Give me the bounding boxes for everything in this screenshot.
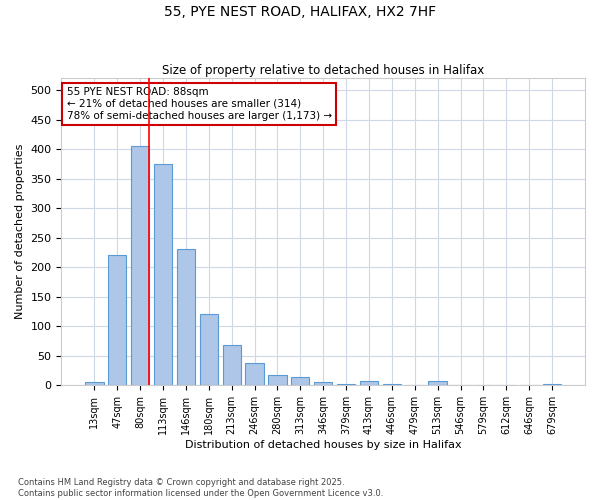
Bar [177,250,195,386]
Bar [360,381,378,386]
Bar [291,377,310,386]
Bar [131,146,149,386]
Bar [85,382,104,386]
Title: Size of property relative to detached houses in Halifax: Size of property relative to detached ho… [162,64,484,77]
Bar [245,363,264,386]
Text: 55, PYE NEST ROAD, HALIFAX, HX2 7HF: 55, PYE NEST ROAD, HALIFAX, HX2 7HF [164,5,436,19]
Text: 55 PYE NEST ROAD: 88sqm
← 21% of detached houses are smaller (314)
78% of semi-d: 55 PYE NEST ROAD: 88sqm ← 21% of detache… [67,88,332,120]
Bar [154,164,172,386]
Text: Contains HM Land Registry data © Crown copyright and database right 2025.
Contai: Contains HM Land Registry data © Crown c… [18,478,383,498]
Bar [268,376,287,386]
X-axis label: Distribution of detached houses by size in Halifax: Distribution of detached houses by size … [185,440,461,450]
Bar [200,314,218,386]
Bar [223,345,241,386]
Y-axis label: Number of detached properties: Number of detached properties [15,144,25,320]
Bar [428,381,447,386]
Bar [108,256,127,386]
Bar [383,384,401,386]
Bar [543,384,561,386]
Bar [337,384,355,386]
Bar [314,382,332,386]
Bar [451,385,470,386]
